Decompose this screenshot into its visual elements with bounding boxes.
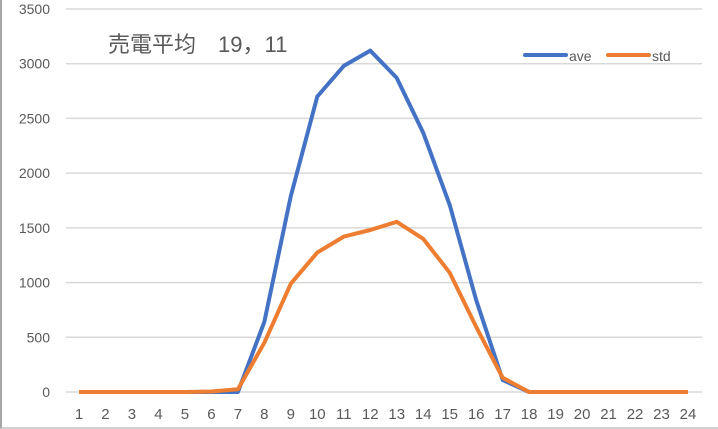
y-tick-label: 1000 [19, 275, 50, 291]
x-tick-label: 4 [154, 406, 162, 423]
x-tick-label: 24 [680, 406, 697, 423]
x-tick-label: 3 [128, 406, 136, 423]
x-axis-ticks: 1 2 3 4 5 6 7 8 9 10 11 12 13 14 15 16 17 18 19 20 21 22 23 24 [75, 406, 697, 423]
y-tick-label: 2500 [19, 110, 50, 126]
legend-label-std: std [652, 48, 671, 64]
legend: ave std [523, 48, 671, 64]
x-tick-label: 9 [287, 406, 295, 423]
y-tick-label: 0 [42, 384, 50, 400]
y-tick-label: 3000 [19, 56, 50, 72]
x-tick-label: 5 [181, 406, 189, 423]
y-tick-label: 1500 [19, 220, 50, 236]
x-tick-label: 16 [468, 406, 485, 423]
y-tick-label: 500 [27, 329, 51, 345]
x-tick-label: 22 [627, 406, 644, 423]
y-tick-label: 3500 [19, 1, 50, 17]
x-tick-label: 20 [574, 406, 591, 423]
series-line-ave [79, 48, 688, 394]
x-tick-label: 12 [362, 406, 379, 423]
x-tick-label: 6 [207, 406, 215, 423]
x-tick-label: 19 [547, 406, 564, 423]
x-tick-label: 2 [101, 406, 109, 423]
x-tick-label: 11 [336, 406, 352, 423]
legend-label-ave: ave [569, 48, 592, 64]
x-tick-label: 10 [309, 406, 326, 423]
chart-title: 売電平均 19，11 [108, 32, 287, 57]
y-tick-label: 2000 [19, 165, 50, 181]
y-axis-ticks: 0 500 1000 1500 2000 2500 3000 3500 [19, 1, 50, 400]
x-tick-label: 18 [521, 406, 538, 423]
x-tick-label: 1 [75, 406, 83, 423]
x-tick-label: 17 [494, 406, 511, 423]
x-tick-label: 8 [260, 406, 268, 423]
gridlines [66, 8, 702, 393]
x-tick-label: 23 [653, 406, 670, 423]
x-tick-label: 15 [441, 406, 458, 423]
x-tick-label: 7 [234, 406, 242, 423]
x-tick-label: 13 [388, 406, 405, 423]
x-tick-label: 14 [415, 406, 432, 423]
series-lines [79, 48, 688, 394]
series-line-std [79, 219, 688, 394]
x-tick-label: 21 [600, 406, 617, 423]
